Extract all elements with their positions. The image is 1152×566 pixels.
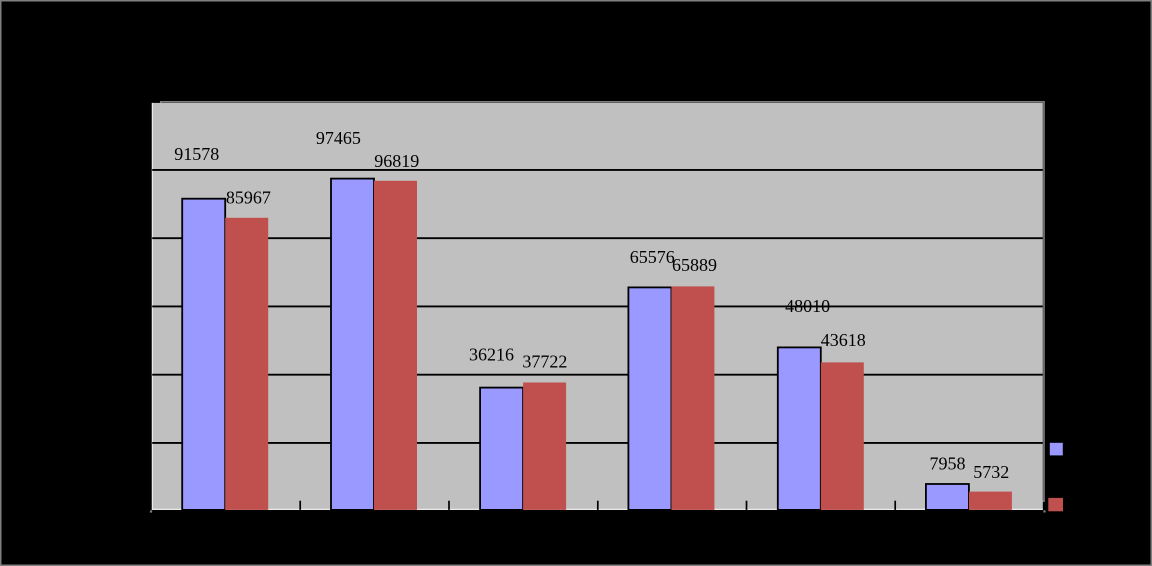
svg-text:37722: 37722: [522, 352, 567, 372]
svg-text:96819: 96819: [374, 151, 419, 171]
svg-text:5732: 5732: [973, 462, 1009, 482]
svg-text:43618: 43618: [821, 330, 866, 350]
svg-text:65889: 65889: [672, 255, 717, 275]
svg-text:91578: 91578: [174, 144, 219, 164]
svg-text:48010: 48010: [785, 296, 830, 316]
svg-text:97465: 97465: [316, 128, 361, 148]
svg-text:65576: 65576: [630, 247, 675, 267]
svg-text:7958: 7958: [930, 453, 966, 473]
svg-text:36216: 36216: [469, 344, 514, 364]
svg-text:85967: 85967: [226, 187, 271, 207]
